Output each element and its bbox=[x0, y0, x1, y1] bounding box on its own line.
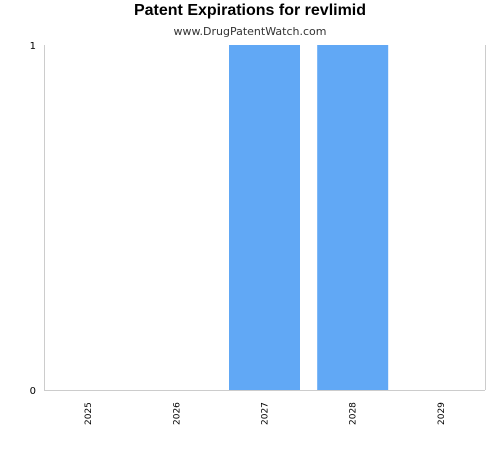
y-ticks-group: 01 bbox=[30, 41, 36, 397]
bar-2027 bbox=[229, 45, 300, 390]
x-tick-label-2028: 2028 bbox=[349, 402, 359, 425]
x-ticks-group: 2025 2026 2027 2028 2029 bbox=[84, 402, 447, 425]
x-tick-label-2027: 2027 bbox=[261, 402, 271, 425]
bars-group bbox=[229, 45, 388, 390]
y-tick-label-0: 0 bbox=[30, 386, 36, 397]
y-tick-label-1: 1 bbox=[30, 41, 36, 52]
x-tick-label-2025: 2025 bbox=[84, 402, 94, 425]
x-tick-label-2029: 2029 bbox=[437, 402, 447, 425]
x-tick-label-2026: 2026 bbox=[172, 402, 182, 425]
bar-2028 bbox=[317, 45, 388, 390]
